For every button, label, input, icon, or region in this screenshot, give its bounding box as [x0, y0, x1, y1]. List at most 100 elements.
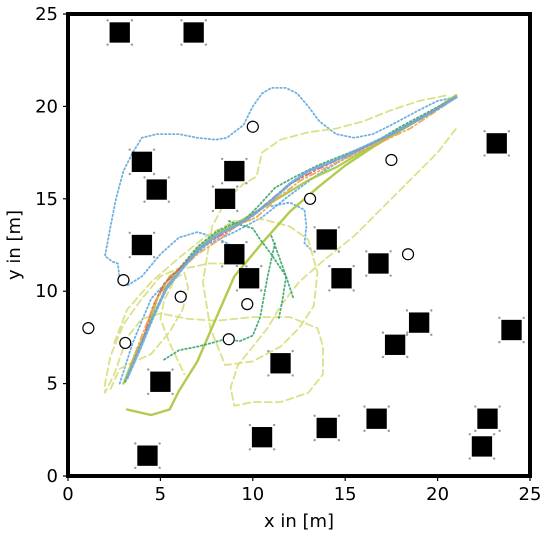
obstacle-corner-12-1 — [235, 264, 239, 268]
tick-layer: 0 5 10 15 20 25 0 5 10 15 20 25 — [35, 4, 541, 505]
obstacle-corner-19-1 — [363, 405, 366, 408]
obstacle-corner-14-4 — [430, 333, 433, 336]
obstacle-corner-19-4 — [387, 429, 390, 433]
obstacle-corner-17-4 — [171, 392, 174, 396]
x-tick-label-0: 0 — [62, 484, 73, 505]
obstacle-corner-9-4 — [337, 250, 341, 253]
trajectory-line-13 — [140, 96, 458, 344]
obstacle-corner-21-1 — [474, 405, 477, 408]
obstacle-corner-21-4 — [498, 429, 501, 433]
x-tick-label-10: 10 — [241, 484, 264, 505]
obstacle-23 — [471, 436, 493, 457]
y-axis-label: y in [m] — [4, 210, 25, 280]
obstacle-corner-20-2 — [337, 414, 341, 417]
obstacle-corner-17-2 — [171, 368, 174, 371]
target-point-5 — [117, 274, 130, 287]
obstacle-corner-10-1 — [220, 240, 224, 244]
obstacle-2 — [183, 22, 204, 43]
obstacle-corner-24-1 — [134, 442, 137, 445]
obstacle-22 — [251, 427, 273, 448]
obstacle-corner-9-1 — [313, 226, 316, 229]
obstacle-corner-3-3 — [483, 154, 486, 157]
obstacle-corner-16-1 — [381, 331, 385, 334]
trajectory-line-8 — [122, 96, 458, 385]
obstacle-6 — [146, 179, 167, 200]
obstacle-corner-7-3 — [211, 209, 215, 213]
x-tick-label-20: 20 — [426, 484, 449, 505]
obstacle-corner-14-1 — [405, 309, 409, 312]
obstacle-corner-14-3 — [405, 333, 409, 336]
obstacle-4 — [131, 151, 153, 173]
obstacle-corner-10-4 — [245, 265, 248, 268]
obstacle-corner-18-1 — [267, 349, 270, 353]
obstacle-corner-3-2 — [507, 129, 511, 133]
obstacle-corner-8-1 — [128, 231, 131, 235]
obstacle-3 — [486, 133, 507, 154]
obstacle-corner-1-3 — [106, 43, 109, 46]
trajectory-line-5 — [113, 94, 448, 367]
obstacle-corner-17-1 — [147, 368, 150, 371]
obstacle-corner-17-3 — [147, 392, 150, 396]
obstacle-5 — [224, 160, 245, 182]
target-point-3 — [303, 192, 317, 205]
obstacle-corner-4-3 — [128, 172, 131, 176]
obstacle-corner-24-4 — [158, 466, 161, 470]
obstacle-corner-20-4 — [337, 438, 341, 442]
obstacle-corner-7-4 — [236, 209, 239, 213]
obstacle-corner-5-2 — [245, 157, 248, 161]
obstacle-corner-5-3 — [220, 182, 224, 185]
trajectory-line-6 — [109, 271, 190, 391]
obstacle-8 — [131, 234, 153, 256]
obstacle-corner-23-4 — [492, 457, 496, 460]
obstacle-corner-9-3 — [313, 250, 316, 253]
target-point-2 — [385, 153, 398, 167]
trajectory-line-3 — [270, 201, 313, 252]
obstacle-corner-22-2 — [273, 423, 276, 427]
obstacle-15 — [501, 319, 522, 341]
obstacle-12 — [238, 268, 260, 289]
obstacle-corner-9-2 — [337, 226, 341, 229]
y-tick-label-0: 0 — [47, 466, 58, 487]
obstacle-layer — [106, 19, 525, 470]
target-point-8 — [82, 322, 95, 335]
obstacle-corner-21-3 — [474, 429, 477, 433]
obstacle-21 — [477, 408, 498, 429]
obstacle-17 — [150, 371, 171, 392]
obstacle-corner-12-4 — [260, 289, 263, 292]
trajectory-line-12 — [270, 234, 288, 320]
obstacle-corner-8-3 — [128, 255, 131, 259]
obstacle-corner-6-2 — [167, 176, 171, 179]
obstacle-corner-13-3 — [328, 289, 331, 292]
target-point-1 — [246, 120, 259, 133]
obstacle-corner-1-4 — [130, 43, 134, 46]
obstacle-corner-11-4 — [389, 274, 392, 277]
obstacle-corner-10-2 — [245, 240, 248, 244]
obstacle-corner-24-2 — [158, 442, 161, 445]
obstacle-1 — [109, 22, 130, 43]
obstacle-corner-3-4 — [507, 154, 511, 157]
obstacle-corner-2-1 — [180, 19, 183, 22]
target-point-7 — [241, 298, 254, 311]
obstacle-19 — [366, 408, 387, 429]
plot-frame — [66, 12, 532, 478]
obstacle-corner-2-4 — [204, 43, 208, 46]
obstacle-corner-8-4 — [152, 255, 156, 259]
obstacle-corner-7-2 — [236, 185, 239, 188]
obstacle-corner-15-4 — [522, 340, 525, 344]
obstacle-corner-4-2 — [152, 148, 156, 151]
x-tick-label-5: 5 — [155, 484, 166, 505]
obstacle-corner-13-1 — [328, 264, 331, 268]
obstacle-14 — [408, 312, 430, 333]
obstacle-corner-8-2 — [152, 231, 156, 235]
trajectory-line-9 — [124, 96, 458, 383]
obstacle-corner-15-2 — [522, 316, 525, 320]
obstacle-corner-6-1 — [143, 176, 146, 179]
obstacle-corner-14-2 — [430, 309, 433, 312]
trajectory-line-1 — [118, 96, 458, 385]
obstacle-7 — [214, 188, 236, 209]
obstacle-corner-11-3 — [365, 274, 368, 277]
obstacle-corner-13-4 — [352, 289, 355, 292]
obstacle-corner-19-3 — [363, 429, 366, 433]
obstacle-corner-4-4 — [152, 172, 156, 176]
y-tick-label-10: 10 — [35, 281, 58, 302]
